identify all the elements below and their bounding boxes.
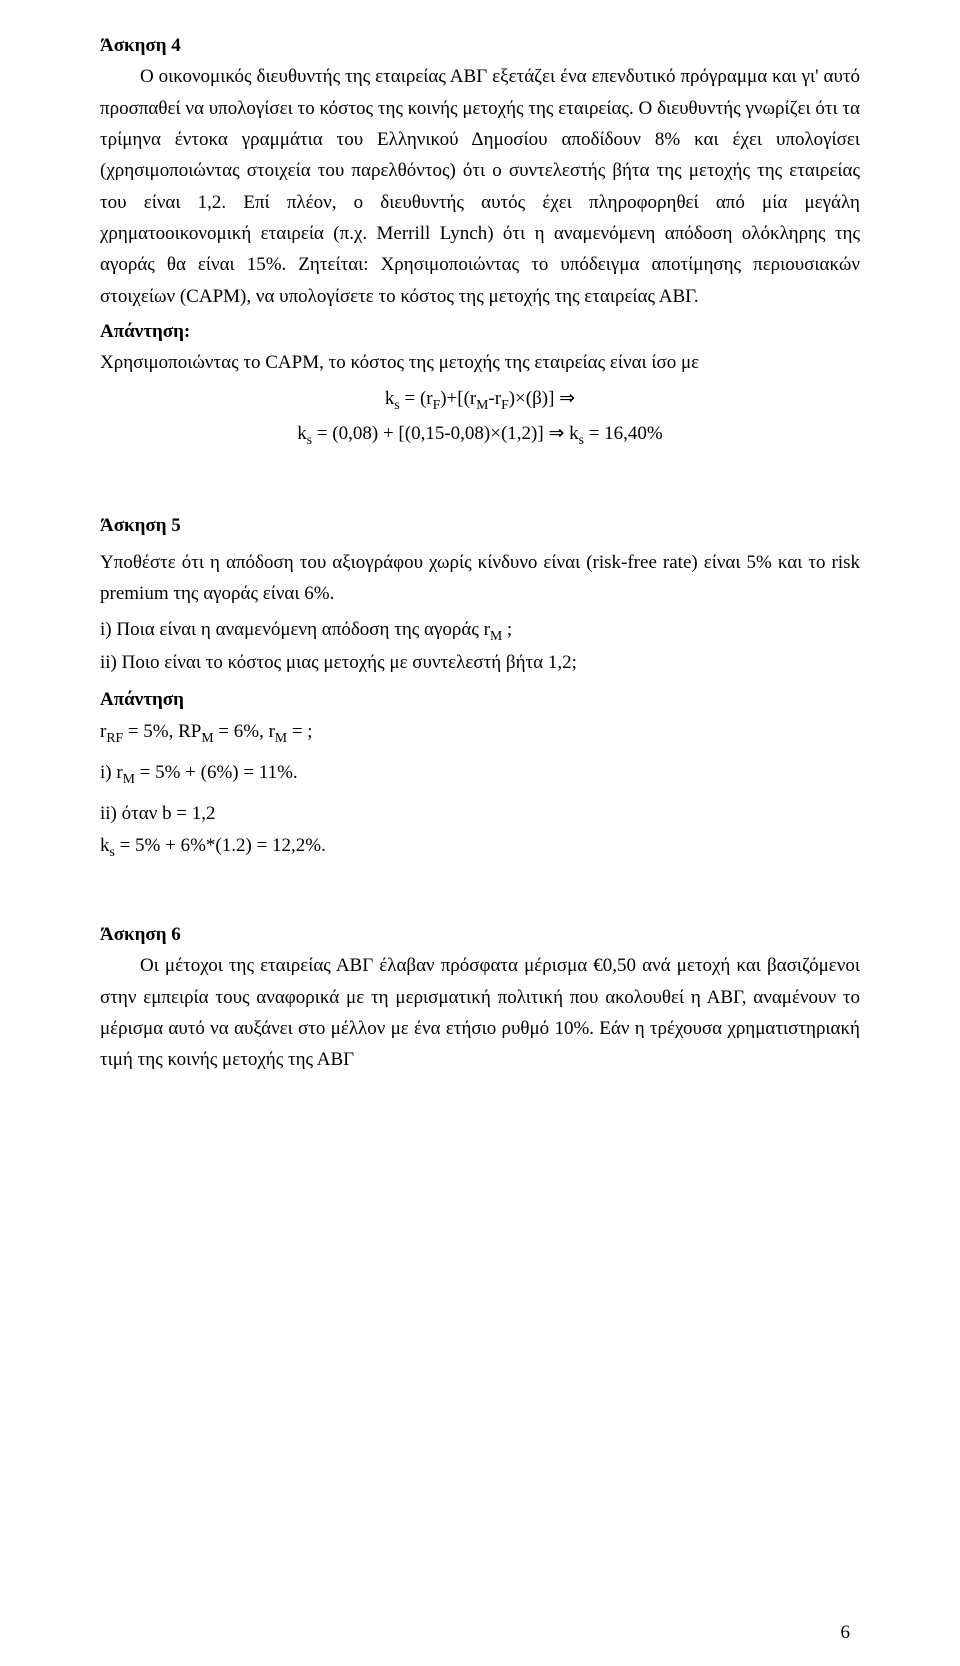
implies-arrow-icon: ⇒ [548, 423, 564, 444]
formula-sub: F [501, 397, 509, 412]
exercise-5-item-ii: ii) Ποιο είναι το κόστος μιας μετοχής με… [100, 647, 860, 678]
exercise-5-answer-heading: Απάντηση [100, 684, 860, 715]
spacer [100, 482, 860, 510]
exercise-5-answer-given: rRF = 5%, RPM = 6%, rM = ; [100, 716, 860, 749]
text-run: = 5% + (6%) = 11%. [135, 762, 298, 783]
formula-text: )×(β)] [509, 388, 559, 409]
exercise-6-heading: Άσκηση 6 [100, 919, 860, 950]
text-run: k [100, 835, 110, 856]
formula-text: = (r [400, 388, 433, 409]
exercise-4-formula-1: ks = (rF)+[(rM-rF)×(β)] ⇒ [100, 383, 860, 416]
exercise-5-body: Υποθέστε ότι η απόδοση του αξιογράφου χω… [100, 547, 860, 610]
formula-text: k [564, 423, 578, 444]
text-run: i) Ποια είναι η αναμενόμενη απόδοση της … [100, 619, 490, 640]
formula-text: )+[(r [440, 388, 476, 409]
exercise-5-sol-i: i) rM = 5% + (6%) = 11%. [100, 757, 860, 790]
exercise-5-item-i: i) Ποια είναι η αναμενόμενη απόδοση της … [100, 614, 860, 647]
formula-text: -r [488, 388, 501, 409]
formula-text: k [385, 388, 395, 409]
exercise-5-sol-ii-line1: ii) όταν b = 1,2 [100, 798, 860, 829]
exercise-4-answer-heading: Απάντηση: [100, 316, 860, 347]
text-run: = 5% + 6%*(1.2) = 12,2%. [115, 835, 326, 856]
exercise-6-body: Οι μέτοχοι της εταιρείας ΑΒΓ έλαβαν πρόσ… [100, 950, 860, 1075]
text-run: ; [502, 619, 512, 640]
text-run: = ; [287, 721, 313, 742]
formula-text: = (0,08) + [(0,15-0,08)×(1,2)] [312, 423, 548, 444]
exercise-5-sol-ii-line2: ks = 5% + 6%*(1.2) = 12,2%. [100, 830, 860, 863]
formula-sub: RF [106, 729, 123, 744]
page-number: 6 [841, 1617, 851, 1648]
spacer [100, 454, 860, 482]
spacer [100, 891, 860, 919]
implies-arrow-icon: ⇒ [559, 388, 575, 409]
exercise-4-heading: Άσκηση 4 [100, 30, 860, 61]
formula-sub: M [275, 729, 287, 744]
text-run: = 6%, r [214, 721, 275, 742]
formula-text: k [297, 423, 307, 444]
text-run: = 5%, RP [123, 721, 201, 742]
document-page: Άσκηση 4 Ο οικονομικός διευθυντής της ετ… [0, 0, 960, 1666]
exercise-4-body: Ο οικονομικός διευθυντής της εταιρείας Α… [100, 61, 860, 312]
spacer [100, 863, 860, 891]
formula-sub: M [123, 771, 135, 786]
exercise-4-answer-intro: Χρησιμοποιώντας το CAPM, το κόστος της μ… [100, 347, 860, 378]
text-run: i) r [100, 762, 123, 783]
exercise-4-formula-2: ks = (0,08) + [(0,15-0,08)×(1,2)] ⇒ ks =… [100, 418, 860, 451]
formula-sub: M [476, 397, 488, 412]
formula-text: = 16,40% [584, 423, 663, 444]
formula-sub: M [201, 729, 213, 744]
formula-sub: M [490, 627, 502, 642]
exercise-5-heading: Άσκηση 5 [100, 510, 860, 541]
